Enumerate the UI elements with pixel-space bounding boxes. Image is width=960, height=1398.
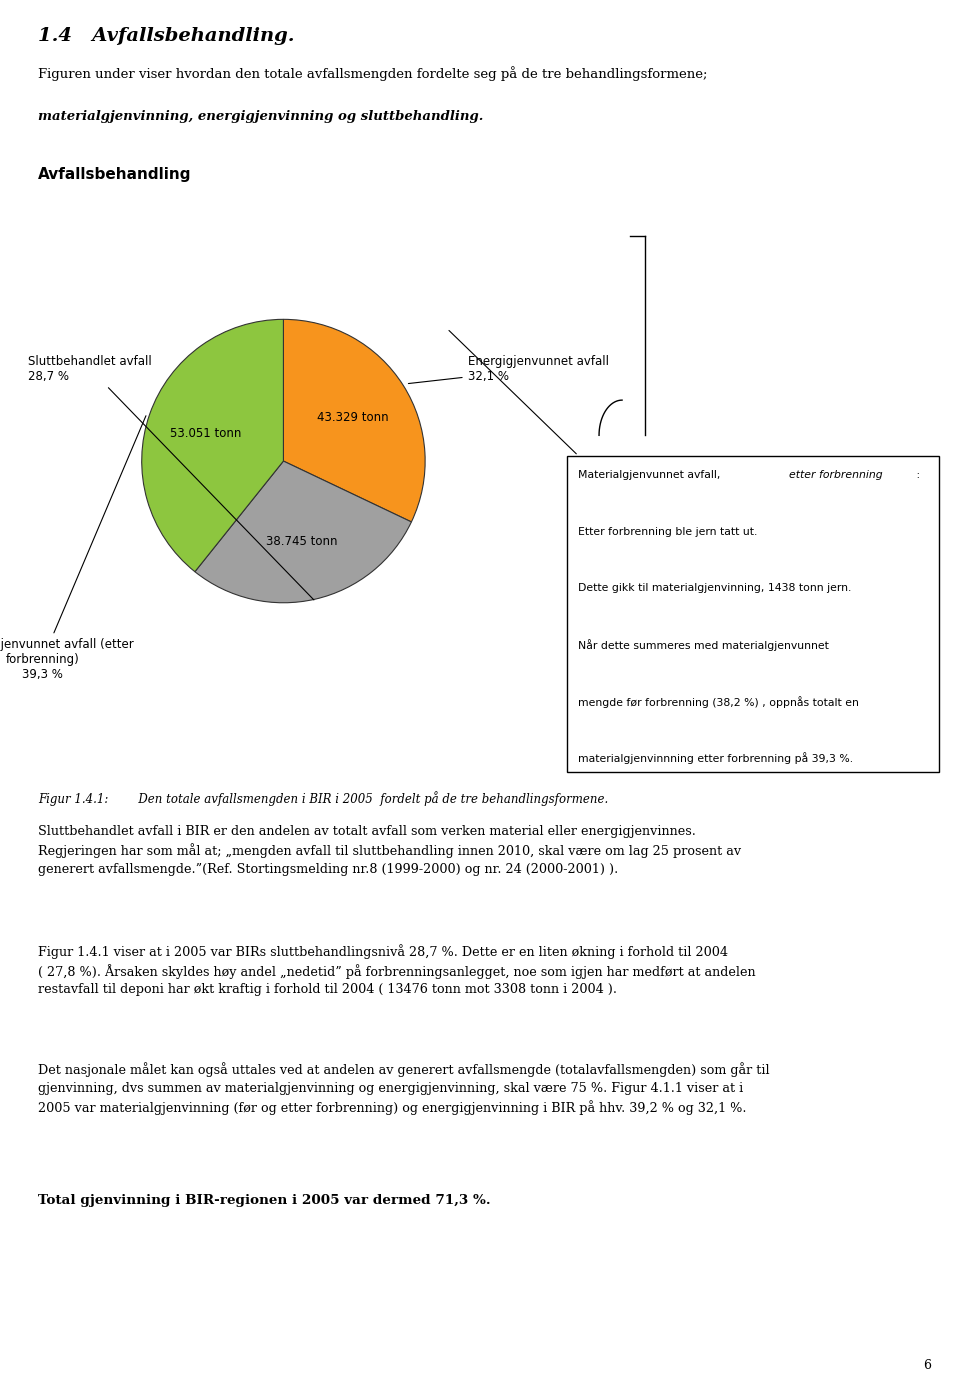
Text: Materilgjenvunnet avfall (etter
forbrenning)
39,3 %: Materilgjenvunnet avfall (etter forbrenn…: [0, 415, 146, 681]
Text: 43.329 tonn: 43.329 tonn: [317, 411, 389, 424]
Wedge shape: [195, 461, 412, 603]
Text: Avfallsbehandling: Avfallsbehandling: [38, 168, 192, 182]
Wedge shape: [283, 319, 425, 521]
Text: etter forbrenning: etter forbrenning: [789, 470, 882, 481]
Wedge shape: [142, 319, 283, 572]
Text: mengde før forbrenning (38,2 %) , oppnås totalt en: mengde før forbrenning (38,2 %) , oppnås…: [578, 696, 859, 707]
Text: Materialgjenvunnet avfall,: Materialgjenvunnet avfall,: [578, 470, 724, 481]
Text: Total avfallsmengde:
135.125 tonn: Total avfallsmengde: 135.125 tonn: [676, 457, 805, 485]
Text: materialgjenvinnning etter forbrenning på 39,3 %.: materialgjenvinnning etter forbrenning p…: [578, 752, 853, 763]
Text: Figur 1.4.1:        Den totale avfallsmengden i BIR i 2005  fordelt på de tre be: Figur 1.4.1: Den totale avfallsmengden i…: [38, 791, 609, 805]
FancyBboxPatch shape: [567, 456, 940, 772]
Text: 53.051 tonn: 53.051 tonn: [170, 428, 242, 440]
Text: materialgjenvinning, energigjenvinning og sluttbehandling.: materialgjenvinning, energigjenvinning o…: [38, 110, 484, 123]
Text: Figuren under viser hvordan den totale avfallsmengden fordelte seg på de tre beh: Figuren under viser hvordan den totale a…: [38, 66, 708, 81]
Text: :: :: [913, 470, 921, 481]
Text: 6: 6: [924, 1359, 931, 1373]
Text: Etter forbrenning ble jern tatt ut.: Etter forbrenning ble jern tatt ut.: [578, 527, 757, 537]
Text: Sluttbehandlet avfall
28,7 %: Sluttbehandlet avfall 28,7 %: [29, 355, 314, 600]
Text: Dette gikk til materialgjenvinning, 1438 tonn jern.: Dette gikk til materialgjenvinning, 1438…: [578, 583, 852, 593]
Text: Energigjenvunnet avfall
32,1 %: Energigjenvunnet avfall 32,1 %: [408, 355, 609, 383]
Text: 1.4   Avfallsbehandling.: 1.4 Avfallsbehandling.: [38, 28, 295, 45]
Text: 38.745 tonn: 38.745 tonn: [266, 534, 338, 548]
Text: Figur 1.4.1 viser at i 2005 var BIRs sluttbehandlingsnivå 28,7 %. Dette er en li: Figur 1.4.1 viser at i 2005 var BIRs slu…: [38, 944, 756, 997]
Text: Når dette summeres med materialgjenvunnet: Når dette summeres med materialgjenvunne…: [578, 639, 829, 651]
Text: Total gjenvinning i BIR-regionen i 2005 var dermed 71,3 %.: Total gjenvinning i BIR-regionen i 2005 …: [38, 1194, 491, 1206]
Text: Det nasjonale målet kan også uttales ved at andelen av generert avfallsmengde (t: Det nasjonale målet kan også uttales ved…: [38, 1062, 770, 1116]
Text: Sluttbehandlet avfall i BIR er den andelen av totalt avfall som verken material : Sluttbehandlet avfall i BIR er den andel…: [38, 825, 741, 875]
